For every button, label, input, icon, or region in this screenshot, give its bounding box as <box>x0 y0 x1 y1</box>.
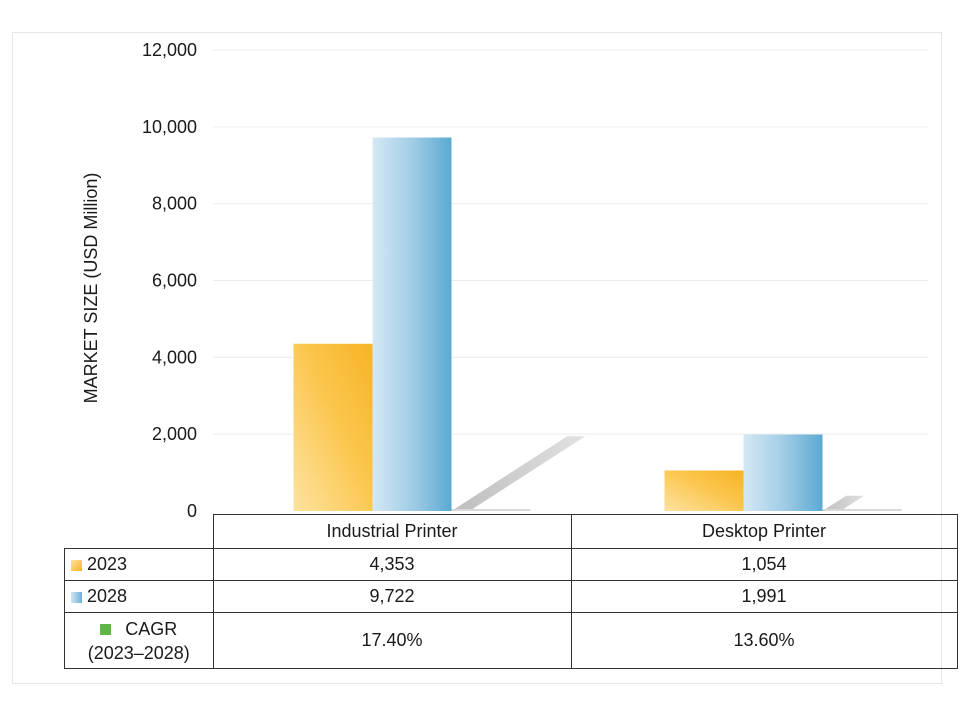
data-table: Industrial Printer Desktop Printer 2023 … <box>64 514 958 669</box>
bar-cagr <box>451 509 531 511</box>
y-tick-labels: 0 2,000 4,000 6,000 8,000 10,000 12,000 <box>142 40 197 521</box>
y-tick-label: 6,000 <box>152 271 197 291</box>
bar-shadows <box>451 436 865 511</box>
y-tick-label: 2,000 <box>152 424 197 444</box>
legend-swatch-2023 <box>71 559 82 571</box>
chart-frame <box>12 32 942 684</box>
legend-swatch-2028 <box>71 591 82 603</box>
table-cell: 9,722 <box>212 580 572 613</box>
bar-2023 <box>293 343 373 511</box>
table-cell: 1,054 <box>570 548 958 581</box>
table-cell: 13.60% <box>570 612 958 669</box>
table-cell: 4,353 <box>212 548 572 581</box>
category-header: Desktop Printer <box>570 514 958 549</box>
bar-2023 <box>664 470 744 511</box>
category-header: Industrial Printer <box>212 514 572 549</box>
series-name-line2: (2023–2028) <box>87 642 190 663</box>
legend-swatch-cagr <box>100 624 112 636</box>
bar-shadow <box>822 495 865 511</box>
bar-2028 <box>743 434 823 511</box>
y-axis-label: MARKET SIZE (USD Million) <box>81 173 101 404</box>
legend-row-head: 2023 <box>64 548 214 581</box>
bars <box>293 137 902 511</box>
y-tick-label: 4,000 <box>152 347 197 367</box>
series-name: CAGR <box>125 618 178 639</box>
legend-row-head: 2028 <box>64 580 214 613</box>
bar-shadow <box>451 436 586 511</box>
table-cell: 17.40% <box>212 612 572 669</box>
y-tick-label: 12,000 <box>142 40 197 60</box>
table-cell: 1,991 <box>570 580 958 613</box>
y-tick-label: 8,000 <box>152 194 197 214</box>
series-name: 2023 <box>87 554 128 574</box>
bar-cagr <box>822 509 902 511</box>
bar-2028 <box>372 137 452 511</box>
y-tick-label: 0 <box>187 501 197 521</box>
y-tick-label: 10,000 <box>142 117 197 137</box>
legend-row-head: CAGR (2023–2028) <box>64 612 214 669</box>
series-name: 2028 <box>87 586 128 606</box>
